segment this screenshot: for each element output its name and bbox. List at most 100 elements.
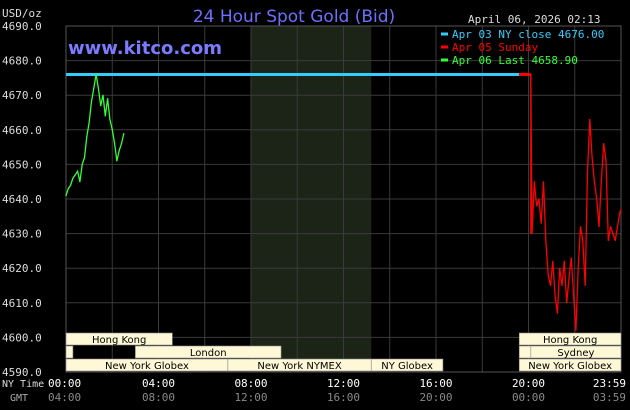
data-point bbox=[563, 260, 565, 262]
y-tick-label: 4670.0 bbox=[2, 89, 42, 102]
data-point bbox=[102, 94, 104, 96]
data-point bbox=[95, 73, 97, 76]
data-point bbox=[107, 98, 109, 100]
session-hong-kong-2-label: Hong Kong bbox=[543, 335, 597, 346]
session-ny-globex-short-label: NY Globex bbox=[381, 361, 433, 372]
grid-layer bbox=[65, 25, 622, 373]
data-point bbox=[561, 284, 563, 287]
y-tick-label: 4640.0 bbox=[2, 193, 42, 206]
data-point bbox=[586, 170, 589, 172]
data-point bbox=[123, 133, 125, 135]
session-london-label: London bbox=[190, 348, 227, 359]
session-ny-globex-label: New York Globex bbox=[105, 361, 189, 372]
data-point bbox=[559, 267, 561, 269]
x-tick-ny: 23:59 bbox=[593, 377, 626, 390]
data-point bbox=[120, 143, 123, 145]
x-tick-gmt: 20:00 bbox=[419, 391, 452, 404]
data-point bbox=[83, 156, 86, 159]
data-point bbox=[547, 274, 549, 276]
session-sydney-bar bbox=[530, 345, 622, 359]
data-point bbox=[81, 163, 83, 165]
data-point bbox=[109, 118, 111, 121]
price-lines bbox=[65, 72, 622, 332]
session-ny-globex-2-label: New York Globex bbox=[528, 361, 612, 372]
data-point bbox=[97, 87, 99, 89]
session-blank-bar bbox=[65, 345, 74, 359]
y-tick-label: 4600.0 bbox=[2, 331, 42, 344]
y-tick-label: 4630.0 bbox=[2, 228, 42, 241]
data-point bbox=[67, 188, 69, 190]
data-point bbox=[605, 160, 607, 162]
data-point bbox=[566, 302, 568, 304]
x-tick-gmt: 00:00 bbox=[512, 391, 545, 404]
data-point bbox=[552, 260, 554, 262]
session-ny-nymex-label: New York NYMEX bbox=[257, 361, 342, 372]
x-tick-ny: 20:00 bbox=[512, 377, 545, 390]
ny-time-label: NY Time bbox=[2, 379, 44, 390]
gmt-label: GMT bbox=[10, 393, 28, 404]
data-point bbox=[79, 181, 81, 183]
data-point bbox=[116, 160, 118, 162]
legend-item: Apr 05 Sunday bbox=[452, 41, 538, 54]
data-point bbox=[614, 239, 616, 242]
data-point bbox=[600, 181, 602, 183]
data-point bbox=[619, 212, 621, 214]
data-point bbox=[113, 143, 116, 145]
x-tick-ny: 04:00 bbox=[142, 377, 175, 390]
session-blank-2-bar bbox=[518, 345, 532, 359]
y-tick-label: 4590.0 bbox=[2, 366, 42, 379]
data-point bbox=[593, 181, 596, 183]
data-point bbox=[90, 101, 93, 103]
data-point bbox=[100, 104, 102, 107]
data-point bbox=[554, 295, 556, 297]
y-tick-label: 4680.0 bbox=[2, 55, 42, 68]
x-tick-gmt: 03:59 bbox=[593, 391, 626, 404]
data-point bbox=[570, 257, 572, 259]
data-point bbox=[76, 170, 79, 172]
data-point bbox=[88, 122, 90, 124]
data-point bbox=[70, 184, 72, 186]
data-point bbox=[620, 208, 622, 210]
chart-title: 24 Hour Spot Gold (Bid) bbox=[193, 7, 395, 27]
series-line bbox=[65, 74, 125, 196]
y-tick-label: 4690.0 bbox=[2, 20, 42, 33]
data-point bbox=[616, 226, 619, 228]
session-ny-globex-short-bar bbox=[370, 358, 444, 372]
y-tick-label: 4610.0 bbox=[2, 297, 42, 310]
session-hong-kong-2-bar bbox=[518, 332, 622, 346]
x-tick-gmt: 16:00 bbox=[327, 391, 360, 404]
y-tick-label: 4660.0 bbox=[2, 124, 42, 137]
data-point bbox=[540, 222, 542, 224]
x-tick-ny: 12:00 bbox=[327, 377, 360, 390]
session-london-bar bbox=[135, 345, 282, 359]
x-tick-ny: 16:00 bbox=[419, 377, 452, 390]
data-point bbox=[591, 156, 593, 159]
data-point bbox=[72, 177, 74, 179]
data-point bbox=[549, 284, 552, 287]
data-point bbox=[538, 198, 540, 200]
data-point bbox=[572, 295, 575, 297]
data-point bbox=[579, 226, 582, 228]
data-point bbox=[535, 205, 538, 207]
data-point bbox=[104, 115, 106, 117]
data-point bbox=[93, 87, 95, 89]
data-point bbox=[584, 284, 586, 287]
data-point bbox=[118, 149, 120, 152]
data-point bbox=[582, 239, 584, 242]
data-point bbox=[542, 181, 545, 183]
session-sydney-label: Sydney bbox=[557, 348, 594, 359]
data-point bbox=[607, 239, 609, 242]
data-point bbox=[596, 198, 598, 200]
data-point bbox=[531, 233, 533, 235]
data-point bbox=[603, 143, 605, 145]
data-point bbox=[568, 277, 570, 280]
y-axis: 4690.0 4680.0 4670.0 4660.0 4650.0 4640.0 4630… bbox=[2, 20, 42, 379]
data-point bbox=[598, 226, 600, 228]
y-tick-label: 4620.0 bbox=[2, 262, 42, 275]
session-ny-globex-2-bar bbox=[518, 358, 622, 372]
timestamp: April 06, 2026 02:13 bbox=[468, 13, 600, 26]
x-tick-gmt: 08:00 bbox=[142, 391, 175, 404]
